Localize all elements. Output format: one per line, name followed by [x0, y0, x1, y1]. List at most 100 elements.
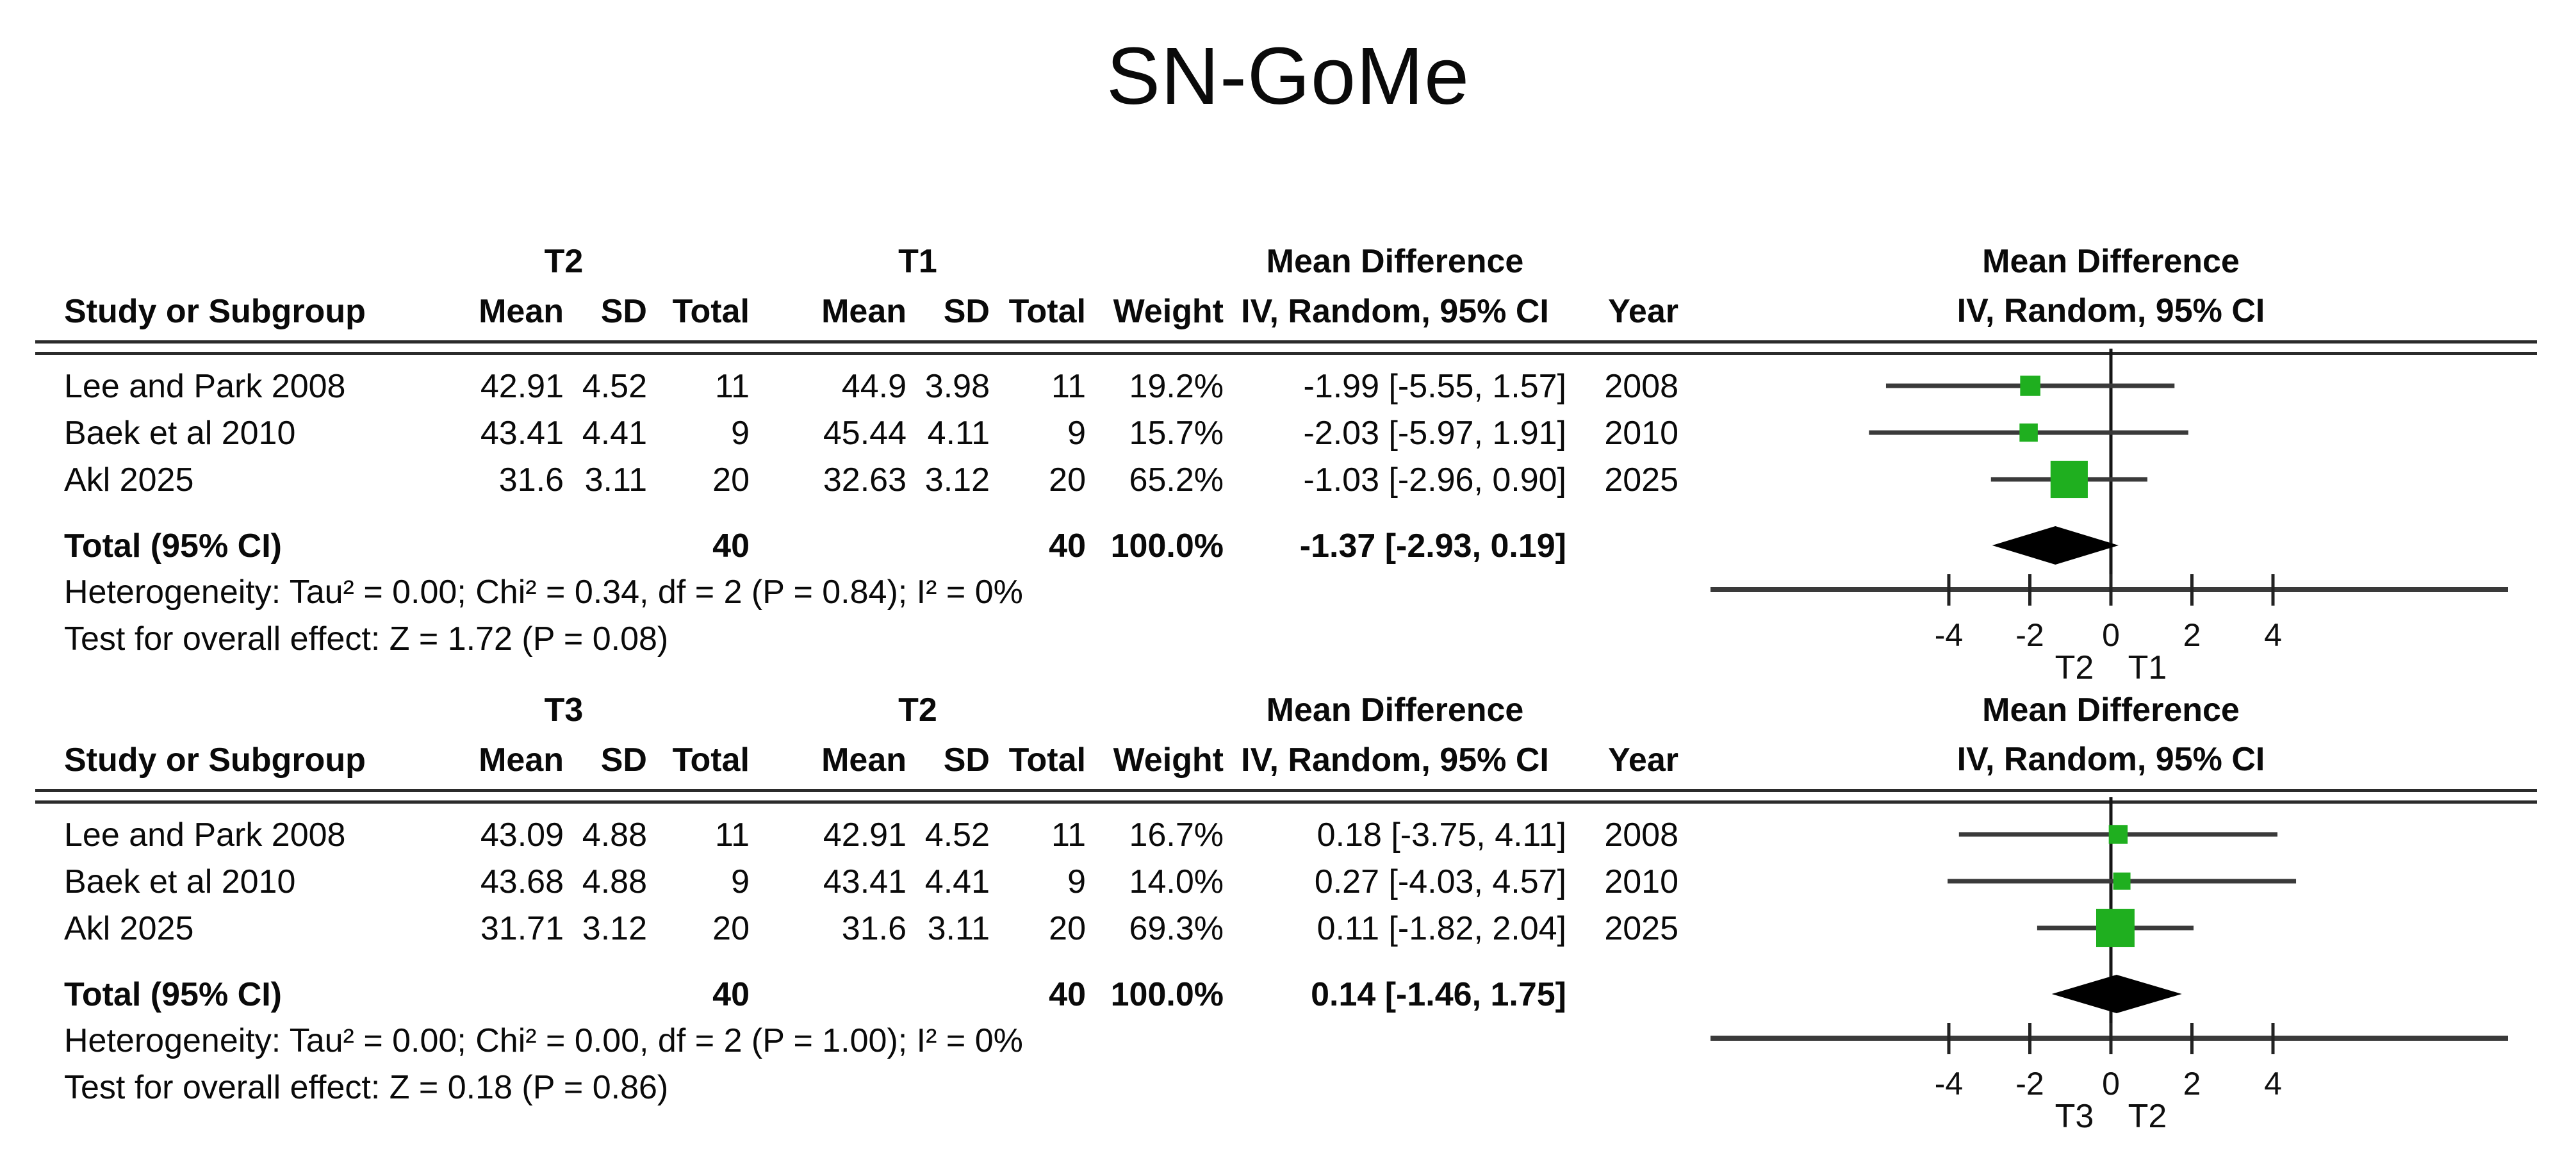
col-header-total-2: Total [1008, 292, 1086, 330]
overall-effect-note: Test for overall effect: Z = 0.18 (P = 0… [64, 1069, 669, 1106]
sd-1: 3.12 [582, 909, 647, 947]
group-label-2: T1 [898, 242, 937, 280]
year: 2025 [1604, 909, 1678, 947]
sd-1: 4.41 [582, 414, 647, 452]
total-row: Total (95% CI) 40 40 100.0% 0.14 [-1.46,… [64, 971, 1678, 1018]
overall-effect-note: Test for overall effect: Z = 1.72 (P = 0… [64, 620, 669, 658]
plot-header-line2: IV, Random, 95% CI [1957, 741, 2265, 778]
svg-text:-4: -4 [1935, 617, 1963, 653]
sd-1: 4.88 [582, 816, 647, 854]
col-header-total-1: Total [672, 741, 750, 779]
total-row: Total (95% CI) 40 40 100.0% -1.37 [-2.93… [64, 522, 1678, 569]
col-header-sd-2: SD [943, 741, 990, 779]
panel-t2-t1: T2 T1 Mean Difference Study or Subgroup … [0, 221, 2576, 689]
svg-text:-4: -4 [1935, 1066, 1963, 1102]
study-row: Baek et al 2010 43.68 4.88 9 43.41 4.41 … [64, 858, 1678, 905]
year: 2010 [1604, 414, 1678, 452]
ci-text: -1.99 [-5.55, 1.57] [1303, 367, 1567, 405]
column-header-row: Study or Subgroup Mean SD Total Mean SD … [64, 288, 1678, 335]
forest-plot-2: -4 -2 0 2 4 T3 T2 [1710, 797, 2508, 1135]
effect-measure-header: Mean Difference [1266, 691, 1524, 729]
weight: 16.7% [1129, 816, 1224, 854]
svg-text:T1: T1 [2128, 649, 2167, 686]
total-label: Total (95% CI) [64, 975, 282, 1013]
study-row: Lee and Park 2008 43.09 4.88 11 42.91 4.… [64, 811, 1678, 858]
svg-text:2: 2 [2183, 617, 2201, 653]
svg-text:-2: -2 [2015, 1066, 2044, 1102]
figure-title: SN-GoMe [1106, 31, 1470, 121]
ci-text: 0.11 [-1.82, 2.04] [1317, 909, 1566, 947]
column-header-row: Study or Subgroup Mean SD Total Mean SD … [64, 736, 1678, 783]
total-1: 20 [712, 461, 750, 499]
col-header-total-2: Total [1008, 741, 1086, 779]
total-weight: 100.0% [1110, 527, 1224, 565]
ci-text: 0.18 [-3.75, 4.11] [1317, 816, 1566, 854]
study-row: Lee and Park 2008 42.91 4.52 11 44.9 3.9… [64, 363, 1678, 410]
total-2: 20 [1049, 461, 1086, 499]
sd-1: 4.88 [582, 863, 647, 900]
mean-1: 31.6 [498, 461, 564, 499]
col-header-mean-2: Mean [821, 741, 907, 779]
plot-header-line1: Mean Difference [1982, 691, 2240, 729]
study-name: Akl 2025 [64, 909, 194, 947]
group-label-1: T2 [544, 242, 584, 280]
plot-header-line2: IV, Random, 95% CI [1957, 292, 2265, 329]
ci-text: -2.03 [-5.97, 1.91] [1303, 414, 1567, 452]
forest-plot-1: -4 -2 0 2 4 T2 T1 [1710, 349, 2508, 686]
col-header-sd-2: SD [943, 292, 990, 330]
total-2: 20 [1049, 909, 1086, 947]
mean-2: 31.6 [841, 909, 907, 947]
total-n-2: 40 [1049, 975, 1086, 1013]
svg-text:T2: T2 [2128, 1098, 2167, 1135]
weight: 15.7% [1129, 414, 1224, 452]
weight: 65.2% [1129, 461, 1224, 499]
mean-2: 45.44 [823, 414, 907, 452]
group-header-row: T3 T2 Mean Difference [64, 686, 1678, 733]
year: 2008 [1604, 367, 1678, 405]
col-header-mean-2: Mean [821, 292, 907, 330]
total-ci-text: 0.14 [-1.46, 1.75] [1311, 975, 1566, 1013]
sd-1: 4.52 [582, 367, 647, 405]
mean-1: 42.91 [480, 367, 564, 405]
col-header-ci: IV, Random, 95% CI [1241, 741, 1549, 779]
year: 2010 [1604, 863, 1678, 900]
svg-text:4: 4 [2264, 617, 2282, 653]
col-header-ci: IV, Random, 95% CI [1241, 292, 1549, 330]
mean-2: 43.41 [823, 863, 907, 900]
svg-text:2: 2 [2183, 1066, 2201, 1102]
svg-text:0: 0 [2102, 617, 2120, 653]
col-header-study: Study or Subgroup [64, 292, 366, 330]
col-header-sd-1: SD [600, 741, 647, 779]
svg-text:T2: T2 [2055, 649, 2094, 686]
group-label-1: T3 [544, 691, 584, 729]
sd-2: 4.52 [924, 816, 990, 854]
sd-2: 3.98 [924, 367, 990, 405]
total-2: 9 [1067, 863, 1086, 900]
total-n-1: 40 [712, 975, 750, 1013]
heterogeneity-note: Heterogeneity: Tau² = 0.00; Chi² = 0.00,… [64, 1022, 1023, 1059]
col-header-weight: Weight [1113, 292, 1224, 330]
mean-2: 32.63 [823, 461, 907, 499]
group-label-2: T2 [898, 691, 937, 729]
mean-1: 43.68 [480, 863, 564, 900]
col-header-sd-1: SD [600, 292, 647, 330]
weight: 69.3% [1129, 909, 1224, 947]
total-ci-text: -1.37 [-2.93, 0.19] [1299, 527, 1566, 565]
sd-2: 3.11 [927, 909, 990, 947]
effect-measure-header: Mean Difference [1266, 242, 1524, 280]
year: 2025 [1604, 461, 1678, 499]
study-row: Akl 2025 31.71 3.12 20 31.6 3.11 20 69.3… [64, 905, 1678, 952]
total-2: 9 [1067, 414, 1086, 452]
total-1: 9 [731, 414, 750, 452]
svg-text:T3: T3 [2055, 1098, 2094, 1135]
weight: 14.0% [1129, 863, 1224, 900]
group-header-row: T2 T1 Mean Difference [64, 238, 1678, 285]
col-header-mean-1: Mean [479, 292, 564, 330]
header-divider [35, 789, 2537, 804]
sd-2: 4.11 [927, 414, 990, 452]
svg-text:4: 4 [2264, 1066, 2282, 1102]
total-1: 11 [715, 816, 750, 854]
mean-1: 31.71 [480, 909, 564, 947]
study-name: Lee and Park 2008 [64, 367, 346, 405]
